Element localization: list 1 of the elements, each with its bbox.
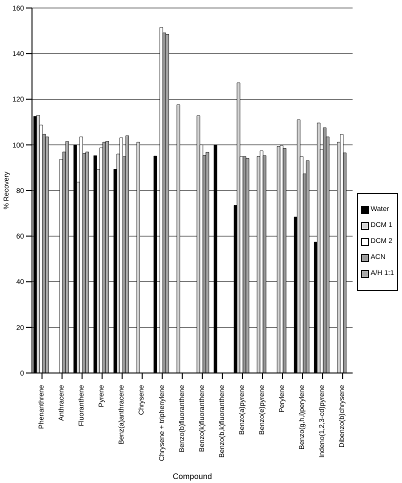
x-axis-title: Compound <box>172 472 212 481</box>
